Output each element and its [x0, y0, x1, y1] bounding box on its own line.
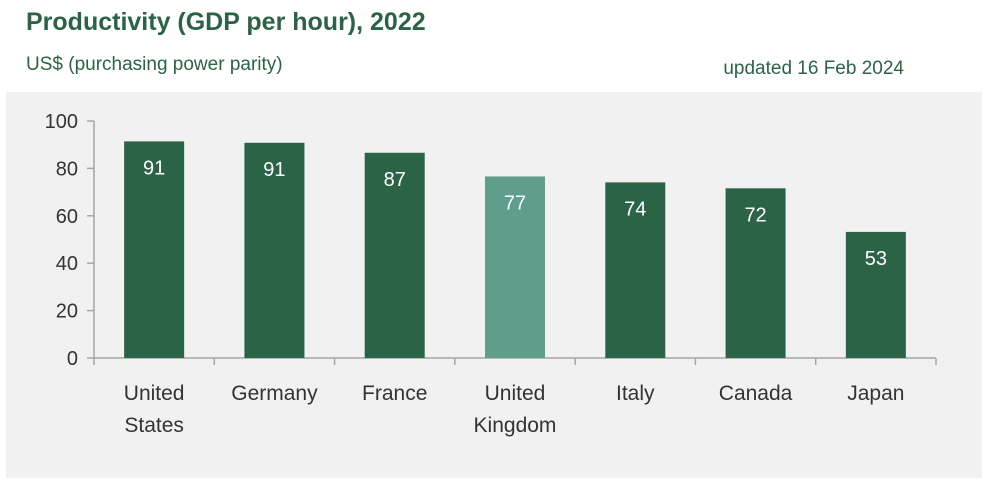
category-label: Germany	[231, 382, 318, 405]
category-label: Japan	[847, 382, 904, 405]
data-label: 72	[744, 204, 766, 226]
category-label: United States	[124, 382, 185, 437]
bar	[845, 231, 906, 358]
bar	[605, 182, 666, 358]
bar	[364, 152, 425, 358]
y-tick-label: 40	[56, 253, 78, 275]
data-label: 91	[263, 159, 285, 181]
category-label: Italy	[616, 382, 655, 405]
y-tick-label: 20	[56, 301, 78, 323]
plot-area: 0 20 40 60 80 100 91 United States 91 Germany 87 Fra…	[6, 92, 982, 478]
category-label: France	[362, 382, 427, 405]
category-label: Canada	[719, 382, 793, 405]
y-tick-label: 80	[56, 158, 78, 180]
updated-date: updated 16 Feb 2024	[723, 58, 904, 79]
bar	[485, 176, 545, 358]
bar	[725, 188, 786, 358]
bar	[124, 141, 185, 358]
data-label: 53	[865, 248, 887, 270]
y-tick-label: 0	[67, 348, 78, 370]
category-label: United Kingdom	[474, 382, 557, 437]
data-label: 77	[504, 192, 526, 214]
bar-chart: 0 20 40 60 80 100 91 United States 91 Germany 87 Fra…	[45, 111, 937, 437]
bar	[244, 142, 305, 358]
y-tick-label: 60	[56, 206, 78, 228]
data-label: 87	[384, 169, 406, 191]
chart-header: Productivity (GDP per hour), 2022 US$ (p…	[0, 0, 986, 92]
chart-title: Productivity (GDP per hour), 2022	[26, 8, 426, 36]
data-label: 91	[143, 157, 165, 179]
y-tick-label: 100	[45, 111, 78, 133]
data-label: 74	[624, 198, 646, 220]
chart-subtitle: US$ (purchasing power parity)	[26, 54, 283, 75]
